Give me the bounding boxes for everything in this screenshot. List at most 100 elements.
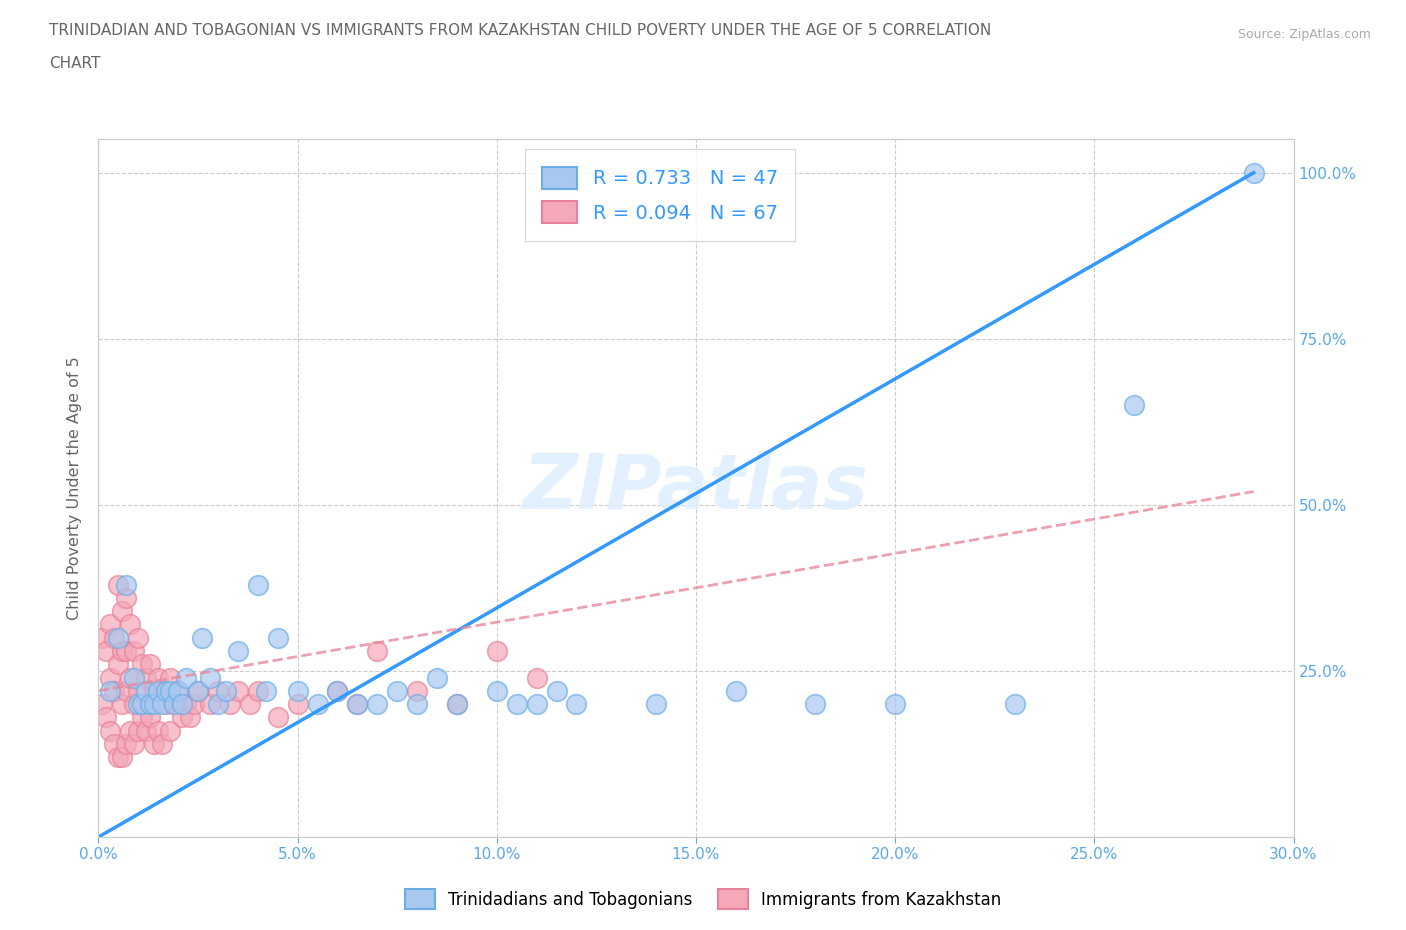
Point [307, 697, 329, 711]
Point [226, 644, 249, 658]
Point [645, 697, 668, 711]
Point [155, 697, 177, 711]
Point [246, 578, 269, 592]
Point [1004, 697, 1026, 711]
Point [103, 631, 125, 645]
Point [287, 697, 309, 711]
Text: TRINIDADIAN AND TOBAGONIAN VS IMMIGRANTS FROM KAZAKHSTAN CHILD POVERTY UNDER THE: TRINIDADIAN AND TOBAGONIAN VS IMMIGRANTS… [49, 23, 991, 38]
Point [103, 737, 125, 751]
Point [219, 697, 242, 711]
Point [139, 657, 162, 671]
Point [131, 657, 153, 671]
Point [115, 591, 138, 605]
Point [366, 697, 388, 711]
Point [100, 684, 122, 698]
Point [724, 684, 747, 698]
Point [155, 684, 177, 698]
Point [366, 644, 388, 658]
Point [215, 684, 238, 698]
Point [207, 684, 229, 698]
Point [100, 617, 122, 631]
Point [226, 684, 249, 698]
Point [506, 697, 529, 711]
Point [91, 697, 114, 711]
Point [120, 724, 142, 738]
Point [127, 697, 149, 711]
Point [148, 671, 170, 685]
Point [239, 697, 262, 711]
Point [485, 684, 508, 698]
Point [127, 724, 149, 738]
Point [406, 697, 429, 711]
Point [135, 684, 157, 698]
Point [804, 697, 827, 711]
Text: CHART: CHART [49, 56, 101, 71]
Point [143, 684, 166, 698]
Point [127, 631, 149, 645]
Point [91, 631, 114, 645]
Point [120, 617, 142, 631]
Point [115, 684, 138, 698]
Point [254, 684, 277, 698]
Point [565, 697, 588, 711]
Point [148, 684, 170, 698]
Point [187, 684, 209, 698]
Point [446, 697, 468, 711]
Point [346, 697, 368, 711]
Point [107, 750, 129, 764]
Text: Source: ZipAtlas.com: Source: ZipAtlas.com [1237, 28, 1371, 41]
Point [131, 710, 153, 724]
Point [198, 671, 221, 685]
Point [167, 684, 190, 698]
Point [526, 697, 548, 711]
Point [326, 684, 349, 698]
Point [179, 710, 201, 724]
Point [124, 671, 146, 685]
Text: ZIPatlas: ZIPatlas [523, 451, 869, 525]
Point [174, 671, 197, 685]
Point [346, 697, 368, 711]
Point [174, 697, 197, 711]
Point [100, 724, 122, 738]
Point [446, 697, 468, 711]
Point [111, 750, 134, 764]
Point [96, 644, 118, 658]
Point [135, 724, 157, 738]
Point [96, 710, 118, 724]
Point [139, 710, 162, 724]
Legend: Trinidadians and Tobagonians, Immigrants from Kazakhstan: Trinidadians and Tobagonians, Immigrants… [396, 881, 1010, 917]
Point [267, 631, 290, 645]
Point [287, 684, 309, 698]
Legend: R = 0.733   N = 47, R = 0.094   N = 67: R = 0.733 N = 47, R = 0.094 N = 67 [524, 149, 796, 241]
Point [198, 697, 221, 711]
Point [172, 697, 194, 711]
Point [111, 644, 134, 658]
Point [546, 684, 568, 698]
Point [246, 684, 269, 698]
Point [150, 737, 173, 751]
Point [107, 631, 129, 645]
Point [150, 697, 173, 711]
Point [143, 737, 166, 751]
Point [148, 724, 170, 738]
Point [111, 604, 134, 618]
Point [115, 737, 138, 751]
Point [163, 697, 186, 711]
Point [526, 671, 548, 685]
Point [131, 697, 153, 711]
Point [172, 710, 194, 724]
Point [103, 684, 125, 698]
Point [107, 578, 129, 592]
Point [159, 684, 181, 698]
Point [326, 684, 349, 698]
Point [159, 671, 181, 685]
Point [884, 697, 907, 711]
Point [191, 631, 214, 645]
Point [127, 684, 149, 698]
Point [267, 710, 290, 724]
Point [1243, 166, 1265, 180]
Point [111, 697, 134, 711]
Y-axis label: Child Poverty Under the Age of 5: Child Poverty Under the Age of 5 [67, 356, 83, 620]
Point [124, 697, 146, 711]
Point [139, 697, 162, 711]
